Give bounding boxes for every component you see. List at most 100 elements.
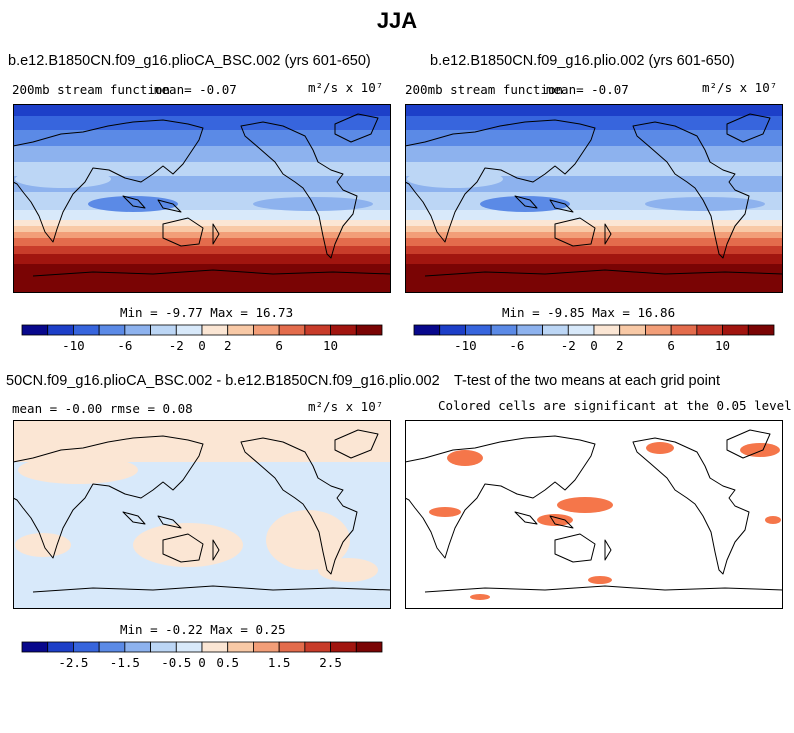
panel4-subtitle: Colored cells are significant at the 0.0… — [438, 398, 792, 413]
panel4-coast-4 — [424, 585, 783, 593]
panel1-band-3 — [13, 146, 391, 162]
panel3-colorbar-box-4 — [124, 641, 151, 653]
panel2-coast-2 — [726, 113, 771, 143]
panel1-band-7 — [13, 210, 391, 220]
panel2-band-13 — [405, 254, 783, 264]
panel1-colorbar-box-12 — [330, 324, 357, 336]
panel2-coast-5 — [514, 195, 538, 209]
panel1-colorbar-box-2 — [73, 324, 100, 336]
panel2-colorbar-box-8 — [619, 324, 646, 336]
panel3-colorbar-box-9 — [253, 641, 280, 653]
panel2-colorbar-box-3 — [490, 324, 518, 336]
panel2-coast-7 — [604, 223, 612, 245]
panel3-colorbar-box-0 — [21, 641, 49, 653]
panel2-colorbar-tick-5: 6 — [667, 338, 675, 353]
panel3-colorbar-tick-0: -2.5 — [58, 655, 88, 670]
panel1-colorbar-box-8 — [227, 324, 254, 336]
panel3-coast-5 — [122, 511, 146, 525]
panel3-colorbar-tick-1: -1.5 — [110, 655, 140, 670]
panel1-colorbar-box-1 — [47, 324, 74, 336]
panel3-positive-pacific — [266, 510, 350, 570]
panel4-coast-2 — [726, 429, 771, 459]
panel3-colorbar-tick-5: 1.5 — [268, 655, 291, 670]
panel2-band-0 — [405, 104, 783, 116]
panel1-left-label: 200mb stream function — [12, 82, 171, 97]
panel3-colorbar-tick-4: 0.5 — [216, 655, 239, 670]
panel1-colorbar-box-13 — [355, 324, 383, 336]
panel3-left-label: mean = -0.00 rmse = 0.08 — [12, 401, 193, 416]
panel3-colorbar: -2.5 -1.5 -0.5 0 0.5 1.5 2.5 — [21, 641, 383, 670]
panel2-colorbar-box-6 — [567, 324, 595, 336]
panel3-minmax: Min = -0.22 Max = 0.25 — [120, 622, 286, 637]
panel4-significant-cell-4 — [557, 497, 613, 513]
panel2-colorbar-box-1 — [439, 324, 466, 336]
panel3-colorbar-box-3 — [98, 641, 126, 653]
panel2-left-label: 200mb stream function — [405, 82, 564, 97]
panel1-band-8 — [13, 220, 391, 226]
panel2-band-8 — [405, 220, 783, 226]
panel3-frame — [13, 420, 391, 609]
panel2-coast-1 — [632, 121, 750, 259]
panel1-colorbar-box-11 — [304, 324, 331, 336]
panel1-coast-2 — [334, 113, 379, 143]
panel3-colorbar-tick-3: 0 — [198, 655, 206, 670]
panel2-title: b.e12.B1850CN.f09_g16.plio.002 (yrs 601-… — [430, 53, 735, 69]
panel2-band-12 — [405, 246, 783, 254]
panel4-significant-cell-3 — [429, 507, 461, 517]
panel1-band-4 — [13, 162, 391, 176]
panel1-colorbar-box-9 — [253, 324, 280, 336]
panel2-band-3 — [405, 146, 783, 162]
panel3-coast-6 — [157, 515, 182, 529]
panel1-colorbar: -10 -6 -2 0 2 6 10 — [21, 324, 383, 353]
panel2-colorbar-tick-0: -10 — [454, 338, 477, 353]
panel4-coast-6 — [549, 515, 574, 529]
panel4-significant-cell-5 — [537, 514, 573, 526]
panel2-colorbar-box-0 — [413, 324, 441, 336]
panel3-colorbar-box-1 — [47, 641, 74, 653]
panel1-band-11 — [13, 238, 391, 246]
panel1-title: b.e12.B1850CN.f09_g16.plioCA_BSC.002 (yr… — [8, 53, 371, 69]
panel1-coastlines — [13, 113, 391, 277]
panel1-high-patch — [15, 170, 111, 188]
panel2-coast-4 — [424, 269, 783, 277]
panel1-colorbar-tick-2: -2 — [169, 338, 184, 353]
panel2-field — [405, 104, 783, 293]
panel1-low-patch — [88, 196, 178, 212]
panel3-positive-atlantic — [15, 533, 71, 557]
panel2-band-9 — [405, 226, 783, 232]
panel2-colorbar-box-13 — [747, 324, 775, 336]
panel1-coast-7 — [212, 223, 220, 245]
panel1-colorbar-box-6 — [175, 324, 203, 336]
panel3-coast-3 — [162, 533, 204, 563]
panel3-colorbar-box-2 — [73, 641, 100, 653]
panel4-frame — [405, 420, 783, 609]
panel2-colorbar-tick-3: 0 — [590, 338, 598, 353]
panel4-coast-1 — [632, 437, 750, 575]
panel4-coast-5 — [514, 511, 538, 525]
panel1-field — [13, 104, 391, 293]
panel3-colorbar-box-11 — [304, 641, 331, 653]
panel2-colorbar-tick-4: 2 — [616, 338, 624, 353]
panel2-colorbar-box-11 — [696, 324, 723, 336]
panel2-coast-6 — [549, 199, 574, 213]
panel1-coast-1 — [240, 121, 358, 259]
panel3-coast-0 — [13, 435, 204, 559]
panel3-colorbar-box-13 — [355, 641, 383, 653]
panel2-colorbar-box-2 — [465, 324, 492, 336]
panel1-band-12 — [13, 246, 391, 254]
panel4-coastlines — [405, 429, 783, 593]
panel2-coast-3 — [554, 217, 596, 247]
panel3-units: m²/s x 10⁷ — [308, 399, 384, 414]
panel3-field — [13, 420, 391, 609]
panel1-colorbar-box-3 — [98, 324, 126, 336]
panel3-colorbar-box-10 — [278, 641, 306, 653]
panel2-band-4 — [405, 162, 783, 176]
panel2-mean: mean= -0.07 — [546, 82, 629, 97]
panel3-coast-4 — [32, 585, 391, 593]
panel3-coast-7 — [212, 539, 220, 561]
panel3-colorbar-box-6 — [175, 641, 203, 653]
panel4-coast-3 — [554, 533, 596, 563]
panel2-band-10 — [405, 232, 783, 238]
panel1-units: m²/s x 10⁷ — [308, 80, 384, 95]
panel2-map — [405, 104, 783, 293]
